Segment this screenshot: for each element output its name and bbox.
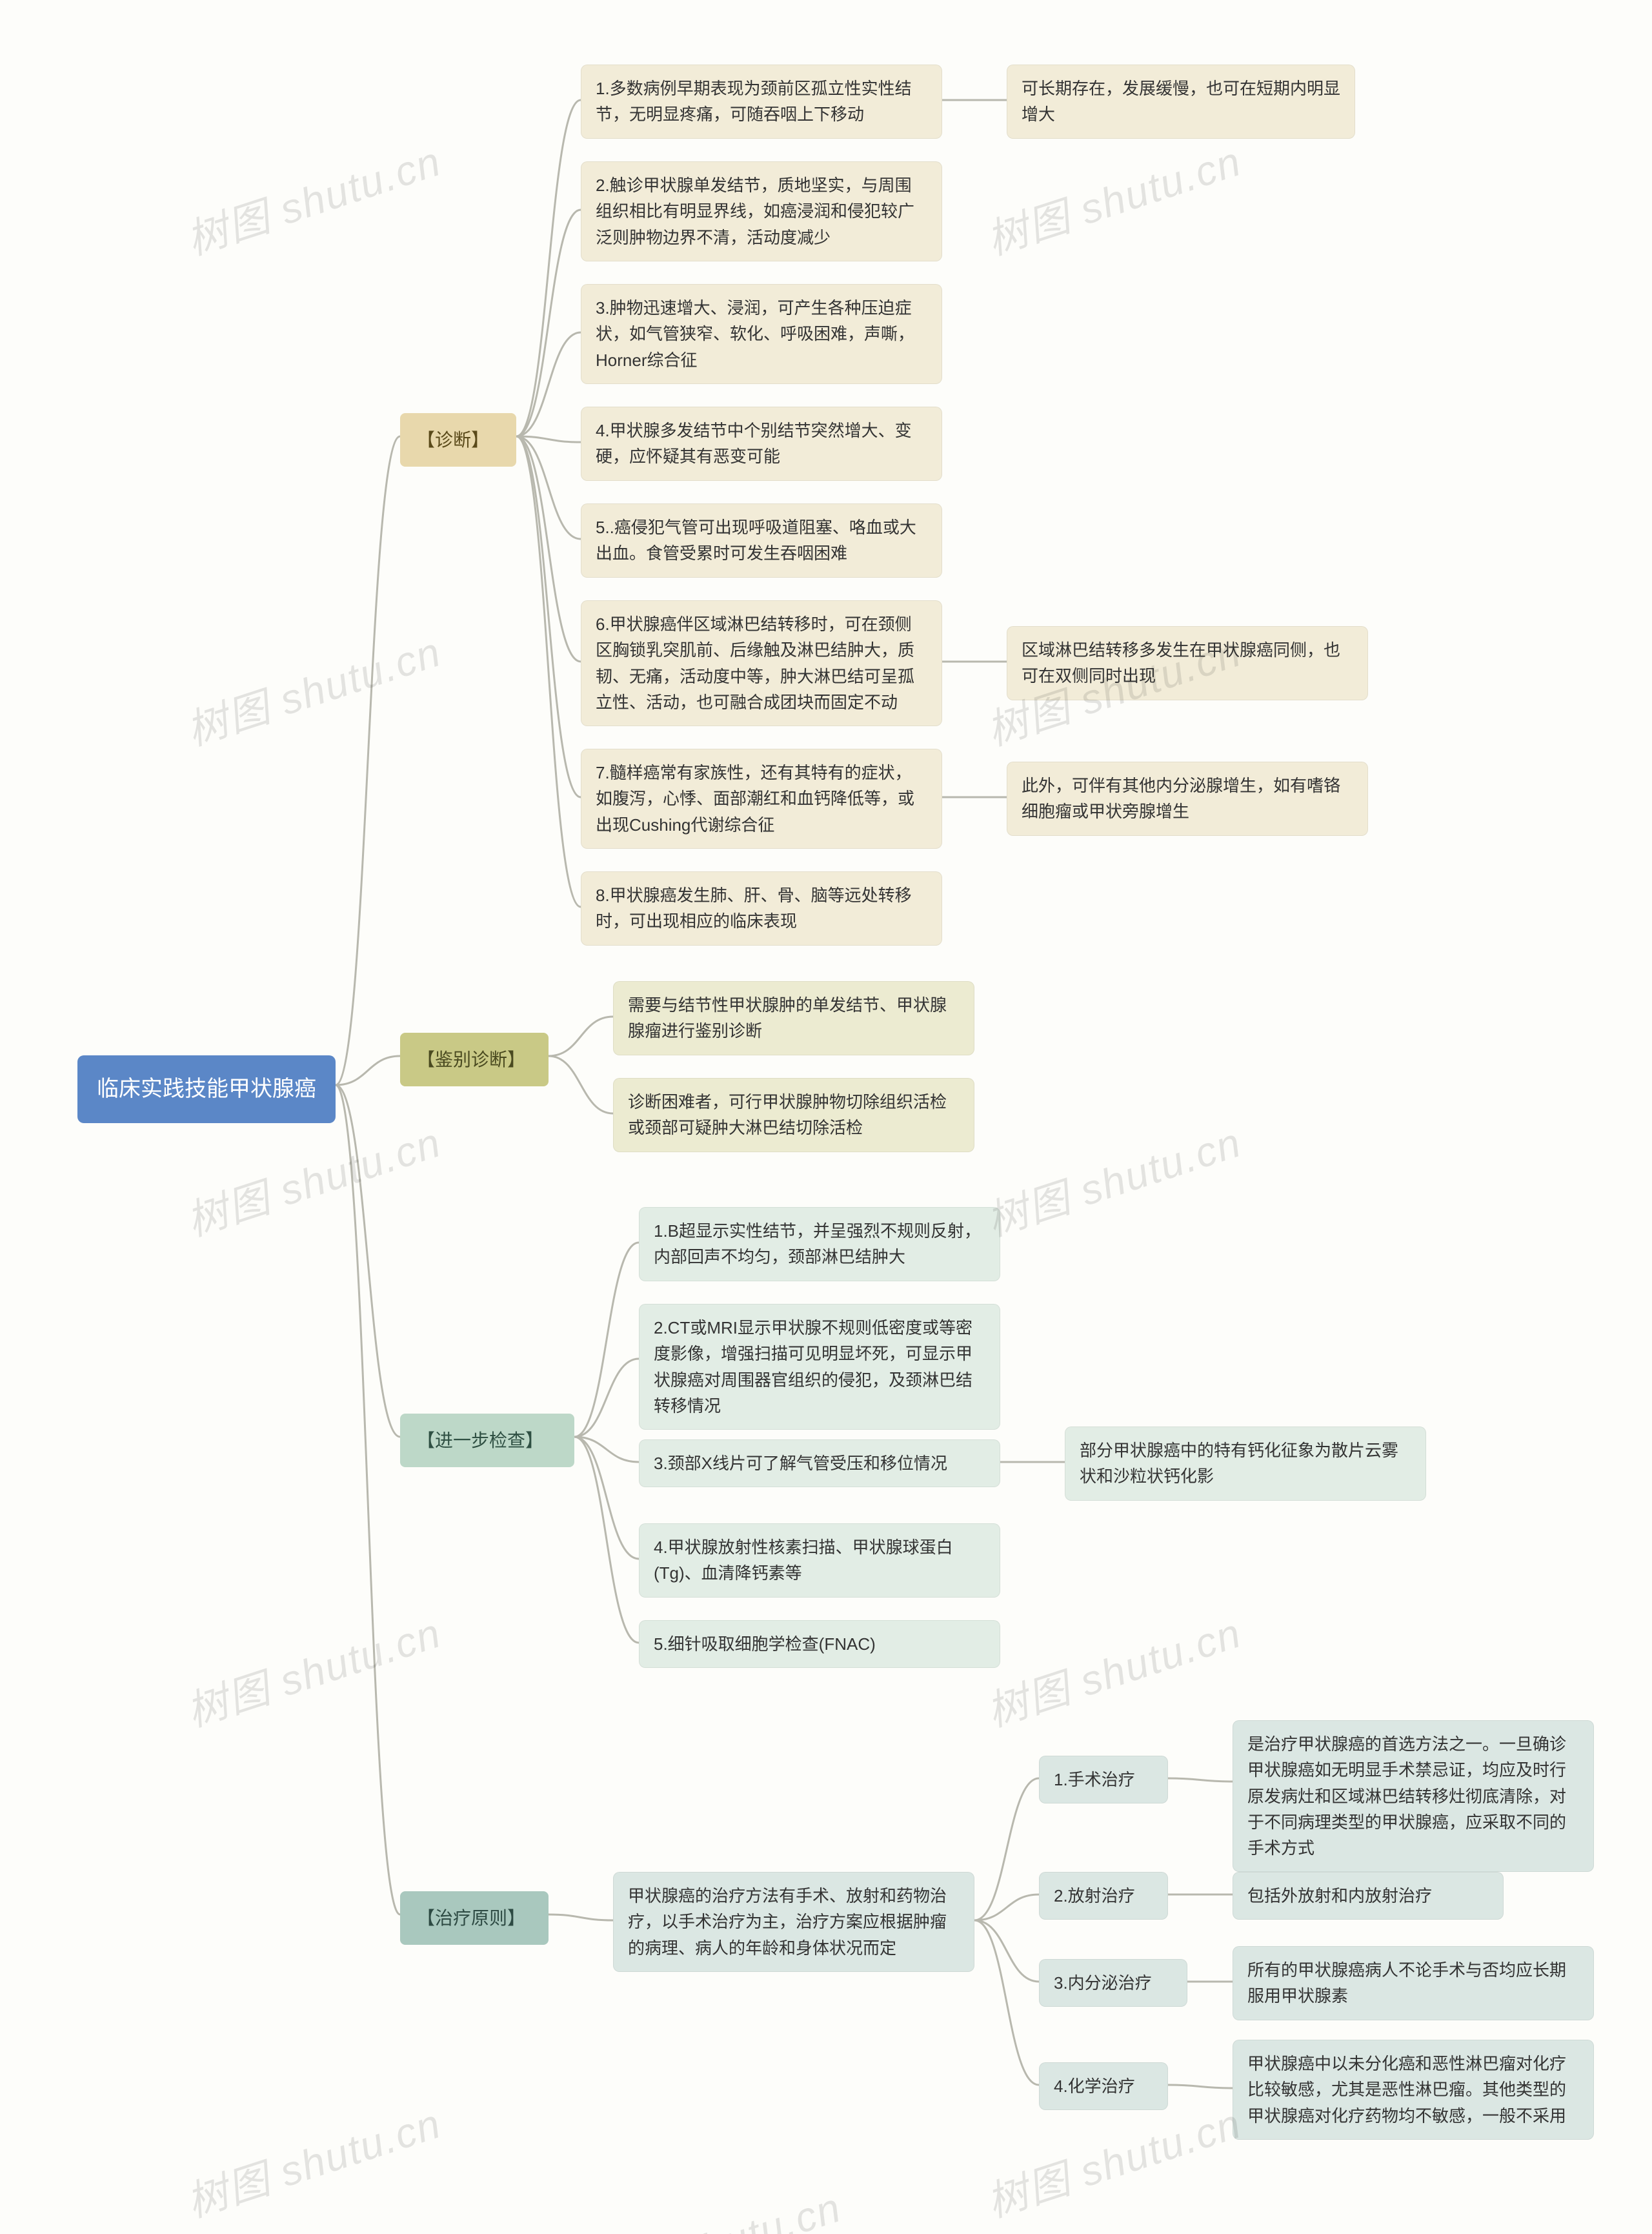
edge-b2-b2n1: [549, 1017, 613, 1056]
watermark: 树图 shutu.cn: [978, 128, 1248, 267]
node-b4t1a: 是治疗甲状腺癌的首选方法之一。一旦确诊甲状腺癌如无明显手术禁忌证，均应及时行原发…: [1233, 1720, 1594, 1872]
edge-b1-b1n8: [516, 436, 581, 907]
edge-b4-b4s: [549, 1914, 613, 1920]
node-b2n1: 需要与结节性甲状腺肿的单发结节、甲状腺腺瘤进行鉴别诊断: [613, 981, 974, 1055]
edge-b3-b3n1: [574, 1243, 639, 1437]
node-b1n8: 8.甲状腺癌发生肺、肝、骨、脑等远处转移时，可出现相应的临床表现: [581, 871, 942, 946]
node-b1n5: 5..癌侵犯气管可出现呼吸道阻塞、咯血或大出血。食管受累时可发生吞咽困难: [581, 503, 942, 578]
watermark: 树图 shutu.cn: [178, 2091, 448, 2229]
edge-root-b3: [336, 1085, 400, 1437]
node-b1n1a: 可长期存在，发展缓慢，也可在短期内明显增大: [1007, 65, 1355, 139]
node-b3n3a: 部分甲状腺癌中的特有钙化征象为散片云雾状和沙粒状钙化影: [1065, 1427, 1426, 1501]
node-b2: 【鉴别诊断】: [400, 1033, 549, 1086]
edge-b4s-b4t4: [974, 1920, 1039, 2085]
node-b4t3: 3.内分泌治疗: [1039, 1959, 1187, 2007]
node-b1n6a: 区域淋巴结转移多发生在甲状腺癌同侧，也可在双侧同时出现: [1007, 626, 1368, 700]
node-b1n7a: 此外，可伴有其他内分泌腺增生，如有嗜铬细胞瘤或甲状旁腺增生: [1007, 762, 1368, 836]
node-b1n3: 3.肿物迅速增大、浸润，可产生各种压迫症状，如气管狭窄、软化、呼吸困难，声嘶，H…: [581, 284, 942, 384]
watermark: 树图 shutu.cn: [178, 128, 448, 267]
node-b3n4: 4.甲状腺放射性核素扫描、甲状腺球蛋白(Tg)、血清降钙素等: [639, 1523, 1000, 1598]
node-b4t1: 1.手术治疗: [1039, 1756, 1168, 1803]
edge-b3-b3n3: [574, 1437, 639, 1462]
watermark: 树图 shutu.cn: [178, 1110, 448, 1248]
watermark: 树图 shutu.cn: [178, 1600, 448, 1738]
node-b3: 【进一步检查】: [400, 1414, 574, 1467]
watermark: 树图 shutu.cn: [978, 1600, 1248, 1738]
node-b1n6: 6.甲状腺癌伴区域淋巴结转移时，可在颈侧区胸锁乳突肌前、后缘触及淋巴结肿大，质韧…: [581, 600, 942, 726]
edge-root-b2: [336, 1056, 400, 1085]
node-b1: 【诊断】: [400, 413, 516, 467]
node-b4t2: 2.放射治疗: [1039, 1872, 1168, 1920]
node-b4s: 甲状腺癌的治疗方法有手术、放射和药物治疗，以手术治疗为主，治疗方案应根据肿瘤的病…: [613, 1872, 974, 1972]
edge-b3-b3n4: [574, 1437, 639, 1559]
node-b1n2: 2.触诊甲状腺单发结节，质地坚实，与周围组织相比有明显界线，如癌浸润和侵犯较广泛…: [581, 161, 942, 261]
edge-b1-b1n1: [516, 100, 581, 436]
node-b3n3: 3.颈部X线片可了解气管受压和移位情况: [639, 1439, 1000, 1487]
node-b1n4: 4.甲状腺多发结节中个别结节突然增大、变硬，应怀疑其有恶变可能: [581, 407, 942, 481]
node-b4t2a: 包括外放射和内放射治疗: [1233, 1872, 1504, 1920]
edge-b4t1-b4t1a: [1168, 1778, 1233, 1782]
node-b4t3a: 所有的甲状腺癌病人不论手术与否均应长期服用甲状腺素: [1233, 1946, 1594, 2020]
edge-b3-b3n2: [574, 1359, 639, 1437]
node-b3n1: 1.B超显示实性结节，并呈强烈不规则反射，内部回声不均匀，颈部淋巴结肿大: [639, 1207, 1000, 1281]
node-b3n2: 2.CT或MRI显示甲状腺不规则低密度或等密度影像，增强扫描可见明显坏死，可显示…: [639, 1304, 1000, 1430]
edge-b1-b1n3: [516, 332, 581, 436]
node-b1n1: 1.多数病例早期表现为颈前区孤立性实性结节，无明显疼痛，可随吞咽上下移动: [581, 65, 942, 139]
node-b4t4a: 甲状腺癌中以未分化癌和恶性淋巴瘤对化疗比较敏感，尤其是恶性淋巴瘤。其他类型的甲状…: [1233, 2040, 1594, 2140]
edge-b2-b2n2: [549, 1056, 613, 1113]
edge-b1-b1n6: [516, 436, 581, 662]
edge-b1-b1n7: [516, 436, 581, 797]
edge-b4s-b4t3: [974, 1920, 1039, 1982]
watermark: 树图 shutu.cn: [578, 2175, 848, 2234]
node-root: 临床实践技能甲状腺癌: [77, 1055, 336, 1123]
edge-root-b4: [336, 1085, 400, 1914]
edge-root-b1: [336, 436, 400, 1085]
node-b4: 【治疗原则】: [400, 1891, 549, 1945]
edge-b4s-b4t2: [974, 1894, 1039, 1920]
watermark: 树图 shutu.cn: [178, 619, 448, 757]
edge-b4t4-b4t4a: [1168, 2085, 1233, 2088]
edge-b1-b1n2: [516, 210, 581, 436]
node-b2n2: 诊断困难者，可行甲状腺肿物切除组织活检或颈部可疑肿大淋巴结切除活检: [613, 1078, 974, 1152]
node-b4t4: 4.化学治疗: [1039, 2062, 1168, 2110]
node-b3n5: 5.细针吸取细胞学检查(FNAC): [639, 1620, 1000, 1668]
edge-b4s-b4t1: [974, 1778, 1039, 1920]
node-b1n7: 7.髓样癌常有家族性，还有其特有的症状，如腹泻，心悸、面部潮红和血钙降低等，或出…: [581, 749, 942, 849]
edge-b1-b1n5: [516, 436, 581, 539]
edge-b1-b1n4: [516, 436, 581, 442]
watermark: 树图 shutu.cn: [978, 1110, 1248, 1248]
edge-b3-b3n5: [574, 1437, 639, 1643]
watermark: 树图 shutu.cn: [978, 2091, 1248, 2229]
